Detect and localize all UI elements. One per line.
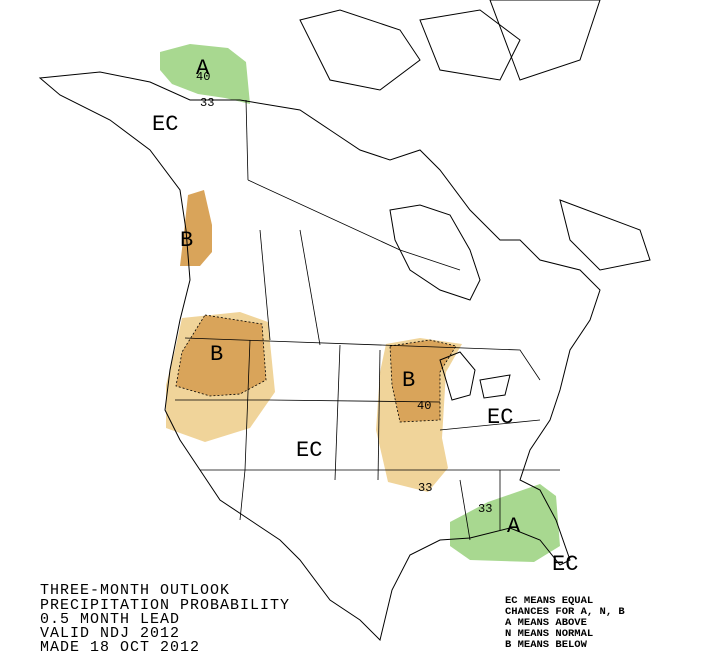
title-line: MADE 18 OCT 2012 <box>40 639 200 656</box>
legend-line: EC MEANS EQUAL <box>505 595 593 607</box>
legend-line: CHANCES FOR A, N, B <box>505 606 625 618</box>
legend-line: B MEANS BELOW <box>505 639 588 651</box>
title-block: THREE-MONTH OUTLOOK PRECIPITATION PROBAB… <box>40 582 290 656</box>
category-label: EC <box>296 438 322 463</box>
contour-label: 33 <box>200 96 214 110</box>
legend-line: A MEANS ABOVE <box>505 617 587 629</box>
map-labels: A 40 33 EC B B B 40 33 EC EC 33 A EC <box>152 56 578 577</box>
contour-label: 40 <box>196 70 210 84</box>
title-line: THREE-MONTH OUTLOOK <box>40 582 230 599</box>
legend-block: EC MEANS EQUAL CHANCES FOR A, N, B A MEA… <box>505 595 625 651</box>
borders <box>175 99 560 541</box>
category-label: EC <box>152 112 178 137</box>
above-region-alaska <box>160 44 250 104</box>
title-line: PRECIPITATION PROBABILITY <box>40 597 290 614</box>
title-line: VALID NDJ 2012 <box>40 625 180 642</box>
below-region-northwest-dark <box>176 315 266 396</box>
contour-40-northwest <box>175 314 267 397</box>
below-region-bc-coast <box>180 190 212 266</box>
above-region-gulf <box>450 484 560 562</box>
coastlines <box>38 0 651 641</box>
shaded-regions <box>160 44 560 562</box>
category-label: EC <box>552 552 578 577</box>
legend-line: N MEANS NORMAL <box>505 628 593 640</box>
category-label: A <box>507 514 521 539</box>
category-label: B <box>210 342 223 367</box>
contour-label: 40 <box>417 399 431 413</box>
category-label: B <box>180 228 193 253</box>
category-label: A <box>196 56 210 81</box>
contour-label: 33 <box>418 481 432 495</box>
category-label: B <box>402 368 415 393</box>
title-line: 0.5 MONTH LEAD <box>40 611 180 628</box>
category-label: EC <box>487 405 513 430</box>
contour-label: 33 <box>478 502 492 516</box>
contour-40-midwest <box>389 339 457 423</box>
